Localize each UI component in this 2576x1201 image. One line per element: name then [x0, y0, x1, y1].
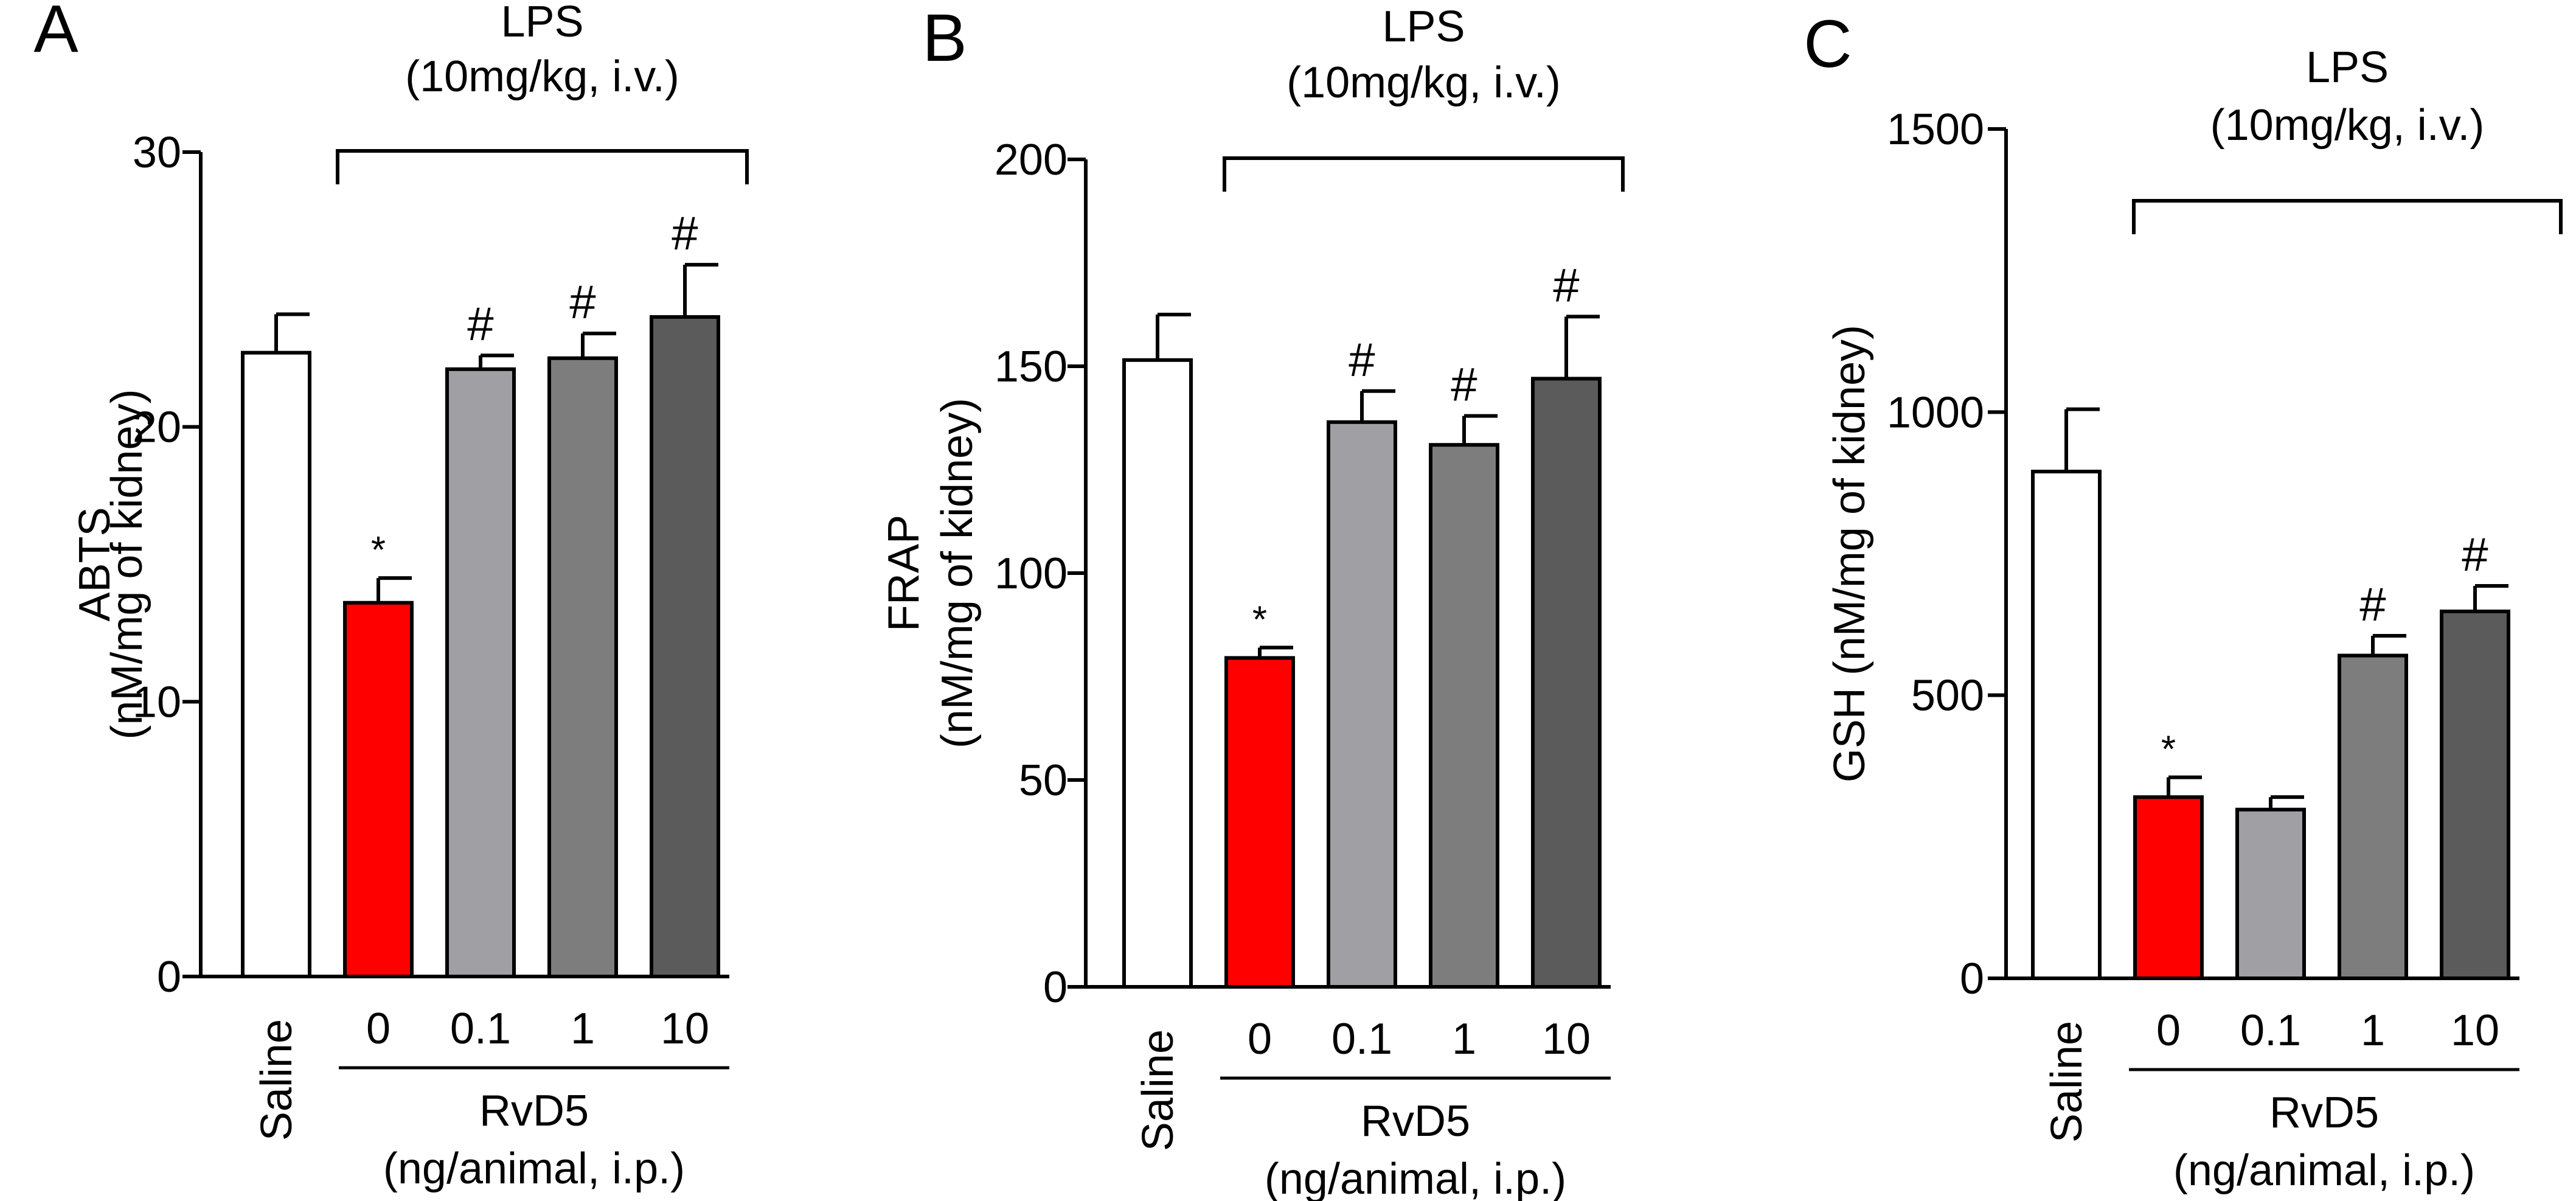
category-label: 0.1 [1331, 1015, 1392, 1063]
significance-hash: # [2359, 577, 2386, 631]
lps-dose-label: (10mg/kg, i.v.) [2210, 101, 2485, 150]
bar [2235, 807, 2306, 981]
bar [650, 315, 720, 978]
lps-label: LPS [501, 0, 583, 46]
bar [2338, 653, 2408, 980]
significance-hash: # [1451, 358, 1477, 411]
y-tick-label: 1000 [1887, 388, 1984, 437]
bar [547, 356, 618, 978]
y-axis-label: GSH (nM/mg of kidney) [1825, 325, 1874, 782]
y-tick-label: 500 [1911, 672, 1984, 720]
category-label: 0.1 [450, 1004, 511, 1053]
y-axis-label: ABTS [71, 507, 119, 621]
bar [2440, 609, 2510, 980]
rvd5-dose-label: (ng/animal, i.p.) [1265, 1155, 1566, 1201]
y-tick-label: 1500 [1887, 105, 1984, 154]
category-label: 0 [366, 1004, 391, 1053]
lps-label: LPS [2306, 43, 2389, 92]
significance-hash: # [1553, 258, 1579, 312]
category-label: 0 [1248, 1015, 1272, 1063]
bar [445, 367, 516, 978]
rvd5-label: RvD5 [2269, 1088, 2379, 1137]
panel-letter: C [1804, 7, 1852, 82]
category-label-saline: Saline [2043, 1021, 2091, 1143]
bar [1122, 358, 1193, 989]
y-tick-label: 10 [133, 678, 181, 726]
bar [2031, 470, 2102, 980]
rvd5-label: RvD5 [1361, 1097, 1470, 1146]
lps-dose-label: (10mg/kg, i.v.) [405, 52, 679, 101]
lps-label: LPS [1382, 2, 1465, 51]
category-label: 0.1 [2240, 1006, 2301, 1055]
y-tick-label: 50 [1019, 756, 1068, 805]
y-tick-label: 0 [1043, 963, 1068, 1012]
significance-asterisk: * [2161, 729, 2176, 771]
bar [1429, 443, 1499, 989]
significance-hash: # [569, 275, 595, 329]
rvd5-dose-label: (ng/animal, i.p.) [383, 1144, 685, 1193]
panel-c: C 0 500 1000 1500 GSH (nM/mg of kidney) Saline… [1804, 7, 2563, 1195]
y-tick-label: 0 [157, 953, 181, 1001]
bar [2133, 795, 2204, 980]
y-tick-label: 100 [995, 549, 1068, 598]
rvd5-dose-label: (ng/animal, i.p.) [2173, 1146, 2475, 1195]
y-tick-label: 20 [133, 403, 181, 452]
category-label-saline: Saline [252, 1019, 301, 1141]
bar [1327, 420, 1397, 989]
significance-hash: # [1349, 333, 1375, 386]
y-axis-units: (nM/mg of kidney) [933, 398, 982, 748]
category-label: 1 [1452, 1015, 1476, 1063]
lps-bracket [2132, 199, 2563, 234]
significance-asterisk: * [1252, 599, 1267, 641]
y-axis-label: FRAP [880, 515, 928, 632]
panel-letter: A [33, 0, 78, 66]
bar [1531, 377, 1602, 989]
rvd5-label: RvD5 [479, 1087, 589, 1135]
lps-bracket [1223, 156, 1625, 192]
category-label: 10 [2451, 1006, 2499, 1055]
significance-hash: # [672, 206, 698, 260]
lps-bracket [336, 149, 749, 184]
significance-asterisk: * [371, 529, 386, 571]
significance-hash: # [467, 297, 493, 350]
lps-dose-label: (10mg/kg, i.v.) [1286, 58, 1561, 107]
category-label: 0 [2156, 1006, 2181, 1055]
y-tick-label: 150 [995, 343, 1068, 391]
category-label: 1 [571, 1004, 595, 1053]
bar [241, 350, 311, 978]
category-label: 1 [2361, 1006, 2385, 1055]
y-tick-label: 30 [133, 128, 181, 177]
bar [343, 600, 414, 978]
significance-hash: # [2462, 527, 2488, 581]
y-tick-label: 0 [1960, 955, 1984, 1003]
y-axis-units: (nM/mg of kidney) [103, 389, 151, 739]
y-tick-label: 200 [995, 136, 1068, 184]
category-label: 10 [661, 1004, 709, 1053]
bar [1224, 656, 1295, 989]
panel-a: A 0 10 20 30 ABTS(nM/mg of kidney) Saline * 0 #0.… [33, 0, 749, 1193]
panel-letter: B [922, 1, 967, 75]
category-label-saline: Saline [1134, 1029, 1182, 1151]
category-label: 10 [1542, 1015, 1591, 1063]
